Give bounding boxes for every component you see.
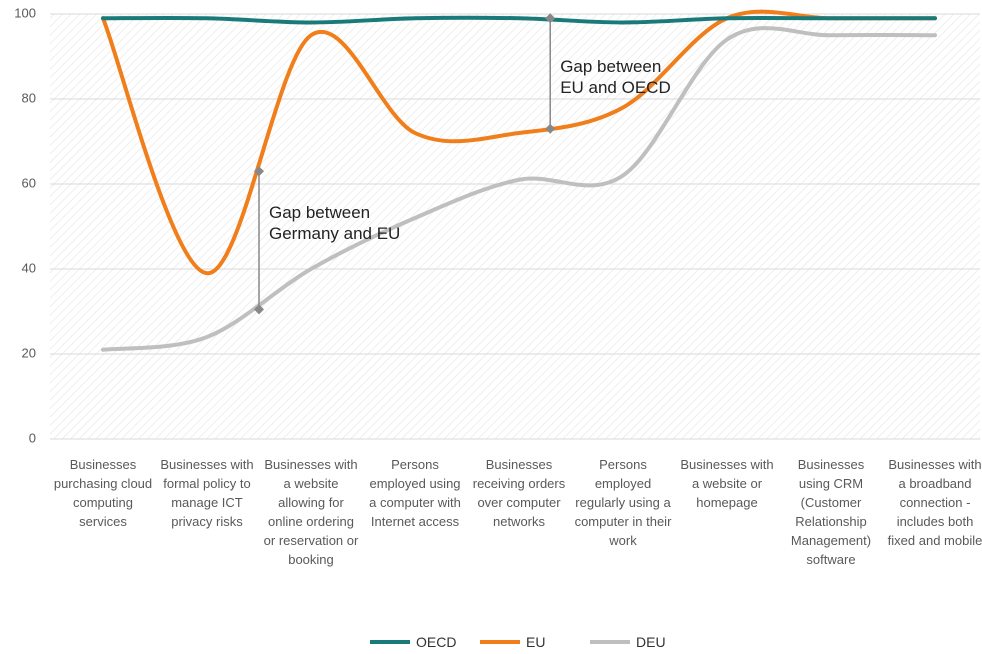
series-line bbox=[101, 26, 937, 352]
x-tick-label: Persons employed using a computer with I… bbox=[369, 457, 461, 529]
x-tick-label: Businesses receiving orders over compute… bbox=[472, 457, 566, 529]
annotation-text: Gap between Germany and EU bbox=[269, 202, 401, 243]
legend-swatch bbox=[480, 640, 520, 644]
series-line bbox=[101, 15, 937, 25]
legend-label: OECD bbox=[416, 634, 457, 650]
annotation-marker bbox=[254, 166, 264, 177]
legend-label: DEU bbox=[636, 634, 666, 650]
x-tick-label: Businesses purchasing cloud computing se… bbox=[53, 457, 153, 529]
y-tick-label: 0 bbox=[29, 430, 36, 445]
x-tick-label: Persons employed regularly using a compu… bbox=[574, 457, 672, 548]
legend-item: EU bbox=[480, 634, 545, 650]
y-tick-label: 100 bbox=[14, 5, 36, 20]
legend-label: EU bbox=[526, 634, 546, 650]
x-tick-label: Businesses with formal policy to manage … bbox=[160, 457, 254, 529]
series-line bbox=[101, 9, 937, 276]
annotation-marker bbox=[254, 304, 264, 315]
x-tick-label: Businesses using CRM (Customer Relations… bbox=[790, 457, 872, 567]
legend-item: DEU bbox=[590, 634, 666, 650]
y-tick-label: 40 bbox=[22, 260, 36, 275]
annotation-text: Gap between EU and OECD bbox=[560, 57, 671, 98]
y-tick-label: 80 bbox=[22, 90, 36, 105]
y-tick-label: 60 bbox=[22, 175, 36, 190]
legend-item: OECD bbox=[370, 634, 456, 650]
y-tick-label: 20 bbox=[22, 345, 36, 360]
annotation-marker bbox=[545, 123, 556, 134]
plot-background bbox=[50, 14, 980, 439]
legend-swatch bbox=[590, 640, 630, 644]
legend-swatch bbox=[370, 640, 410, 644]
x-tick-label: Businesses with a broadband connection -… bbox=[887, 457, 982, 548]
x-tick-label: Businesses with a website or homepage bbox=[680, 457, 774, 510]
x-tick-label: Businesses with a website allowing for o… bbox=[263, 457, 359, 567]
annotation-marker bbox=[545, 13, 556, 24]
